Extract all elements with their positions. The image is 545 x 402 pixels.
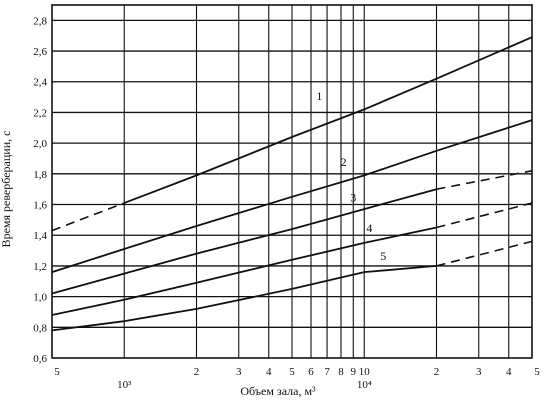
series-4-dashed-line: [436, 202, 533, 229]
series-layer: [51, 36, 533, 332]
y-tick-label: 2,4: [33, 77, 47, 89]
x-decade-label: 10⁴: [357, 379, 372, 391]
x-tick-label: 4: [506, 366, 512, 378]
series-4-line: [51, 226, 437, 316]
x-tick-label: 8: [338, 366, 344, 378]
y-axis-label: Время реверберации, с: [0, 131, 13, 248]
x-tick-label: 3: [236, 366, 242, 378]
y-tick-label: 1,4: [33, 230, 47, 242]
x-tick-label: 5: [289, 366, 295, 378]
y-tick-label: 1,8: [33, 169, 47, 181]
x-tick-label: 6: [308, 366, 314, 378]
x-tick-label: 5: [534, 366, 540, 378]
x-tick-label: 9: [351, 366, 357, 378]
x-decade-label: 10³: [117, 379, 132, 391]
series-3-label: 3: [350, 190, 356, 204]
series-2-line: [51, 119, 533, 273]
label-layer: 0,6 0,8 1,0 1,2 1,4 1,6 1,8 2,0 2,2 2,4 2,6 2,8 5 10³…: [33, 15, 540, 391]
series-5-line: [51, 265, 437, 332]
series-3-dashed-line: [436, 170, 533, 190]
x-tick-label: 7: [324, 366, 330, 378]
series-2-label: 2: [341, 155, 347, 169]
series-1-label: 1: [316, 89, 322, 103]
x-tick-label: 2: [194, 366, 200, 378]
series-5-dashed-line: [436, 240, 533, 267]
x-tick-label: 4: [266, 366, 272, 378]
y-tick-label: 0,6: [33, 353, 47, 365]
y-tick-label: 1,0: [33, 292, 47, 304]
y-tick-label: 2,6: [33, 46, 47, 58]
x-tick-label: 5: [54, 366, 60, 378]
x-tick-label: 10: [359, 366, 371, 378]
grid-layer: [51, 4, 533, 359]
series-5-label: 5: [380, 249, 386, 263]
y-tick-label: 2,2: [33, 107, 47, 119]
y-tick-label: 1,2: [33, 261, 47, 273]
x-axis-label: Объем зала, м³: [240, 384, 316, 398]
y-tick-label: 1,6: [33, 200, 47, 212]
series-3-line: [51, 188, 437, 295]
y-tick-label: 2,0: [33, 138, 47, 150]
y-tick-label: 2,8: [33, 15, 47, 27]
x-tick-label: 3: [476, 366, 482, 378]
series-1-line: [123, 36, 533, 204]
series-4-label: 4: [366, 221, 372, 235]
x-tick-label: 2: [434, 366, 440, 378]
series-1-dashed-line: [51, 202, 125, 232]
y-tick-label: 0,8: [33, 322, 47, 334]
